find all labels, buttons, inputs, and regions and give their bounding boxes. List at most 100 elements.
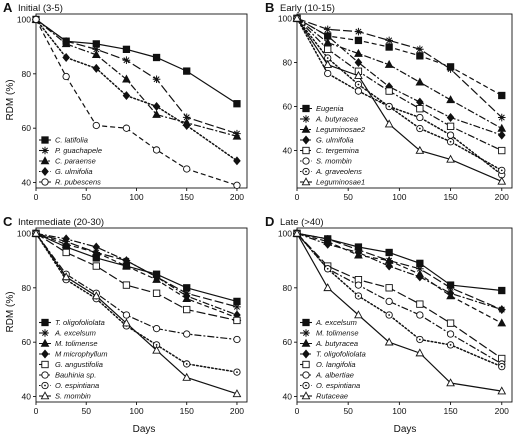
figure-ylabel-bottom: RDM (%) bbox=[5, 291, 16, 332]
data-point bbox=[92, 242, 101, 252]
data-point bbox=[183, 305, 191, 314]
data-point bbox=[233, 181, 241, 189]
legend-marker-center bbox=[44, 384, 46, 387]
data-point-center bbox=[357, 295, 360, 297]
data-point bbox=[385, 297, 393, 306]
data-point-center bbox=[326, 57, 329, 59]
legend-marker-center bbox=[305, 170, 307, 173]
data-point bbox=[182, 120, 191, 130]
data-point-center bbox=[185, 363, 188, 365]
data-point bbox=[446, 378, 455, 387]
legend-marker bbox=[301, 338, 311, 347]
data-point bbox=[233, 335, 241, 344]
data-point bbox=[497, 123, 507, 132]
data-point bbox=[446, 284, 455, 292]
legend-label: R. pubescens bbox=[55, 178, 101, 187]
data-point bbox=[446, 288, 455, 298]
legend-marker bbox=[41, 318, 49, 327]
data-point bbox=[152, 345, 161, 354]
data-point bbox=[122, 124, 131, 132]
legend-label: P. guachapele bbox=[55, 146, 102, 155]
panel-letter: C bbox=[3, 214, 13, 229]
data-point bbox=[122, 45, 131, 53]
y-tick-label: 60 bbox=[283, 337, 293, 347]
series-5 bbox=[32, 15, 241, 189]
legend-marker bbox=[41, 360, 49, 369]
data-point bbox=[92, 121, 100, 130]
legend-label: O. langifolia bbox=[316, 360, 356, 369]
x-tick-label: 50 bbox=[343, 406, 353, 416]
x-tick-label: 150 bbox=[443, 192, 457, 202]
data-point bbox=[152, 324, 161, 333]
legend-marker bbox=[40, 156, 50, 165]
data-point bbox=[323, 25, 332, 34]
legend-label: M. tolimense bbox=[55, 339, 98, 348]
legend-label: O. espintiana bbox=[55, 381, 99, 390]
figure-xlabel-right: Days bbox=[394, 424, 417, 435]
data-point bbox=[497, 130, 506, 140]
data-point bbox=[31, 228, 41, 237]
data-point bbox=[497, 113, 506, 122]
data-point bbox=[61, 239, 71, 248]
data-point bbox=[384, 59, 394, 68]
data-point bbox=[91, 247, 101, 256]
data-point bbox=[385, 261, 393, 271]
legend-marker-center bbox=[305, 384, 307, 387]
legend-label: G. ulmifolia bbox=[316, 136, 354, 145]
x-tick-label: 200 bbox=[495, 406, 509, 416]
data-point bbox=[446, 113, 455, 123]
data-point bbox=[416, 113, 424, 122]
legend-marker bbox=[301, 124, 311, 133]
data-point bbox=[182, 291, 191, 301]
data-point bbox=[385, 87, 393, 95]
chart-panel-c: C Intermediate (20-30) 0 50 100 150 200 40 60 80 1… bbox=[3, 214, 248, 416]
data-point-center bbox=[449, 344, 452, 346]
data-point bbox=[324, 45, 332, 53]
data-point bbox=[416, 105, 424, 113]
x-tick-label: 200 bbox=[495, 192, 509, 202]
data-point bbox=[92, 63, 101, 73]
panel-letter: B bbox=[265, 0, 274, 15]
data-point bbox=[323, 59, 333, 68]
data-point bbox=[92, 262, 100, 270]
data-point-center bbox=[357, 83, 360, 86]
data-point bbox=[354, 281, 363, 289]
plot-frame bbox=[35, 227, 248, 403]
legend-label: A. graveolens bbox=[315, 167, 362, 176]
y-tick-label: 100 bbox=[17, 228, 31, 238]
data-point bbox=[497, 176, 507, 185]
plot-frame bbox=[296, 227, 513, 403]
x-tick-label: 100 bbox=[392, 192, 406, 202]
legend-label: A. albertiae bbox=[315, 371, 354, 380]
legend-label: Leguminosae1 bbox=[316, 178, 365, 187]
data-point-center bbox=[388, 314, 391, 316]
y-tick-label: 100 bbox=[278, 228, 292, 238]
data-point bbox=[416, 52, 424, 60]
legend-label: Rutaceae bbox=[316, 392, 348, 401]
legend-marker bbox=[302, 329, 310, 337]
x-tick-label: 100 bbox=[129, 192, 143, 202]
legend-label: A. excelsum bbox=[315, 318, 357, 327]
series-4 bbox=[293, 13, 506, 140]
legend-marker bbox=[302, 104, 310, 113]
data-point bbox=[122, 256, 131, 266]
x-tick-label: 50 bbox=[82, 192, 92, 202]
data-point bbox=[354, 57, 363, 67]
data-point bbox=[446, 131, 455, 139]
data-point bbox=[92, 45, 101, 54]
legend-label: A. excelsum bbox=[54, 329, 96, 338]
data-point-center bbox=[155, 344, 158, 346]
data-point bbox=[122, 74, 131, 83]
panel-letter: D bbox=[265, 214, 274, 229]
x-tick-label: 150 bbox=[443, 406, 457, 416]
legend-label: A. butyracea bbox=[315, 339, 358, 348]
data-point bbox=[354, 36, 363, 45]
data-point bbox=[446, 95, 455, 104]
data-point bbox=[62, 72, 70, 81]
data-point bbox=[323, 239, 332, 249]
data-point bbox=[416, 300, 424, 308]
data-point bbox=[385, 36, 393, 45]
data-point bbox=[152, 53, 161, 62]
